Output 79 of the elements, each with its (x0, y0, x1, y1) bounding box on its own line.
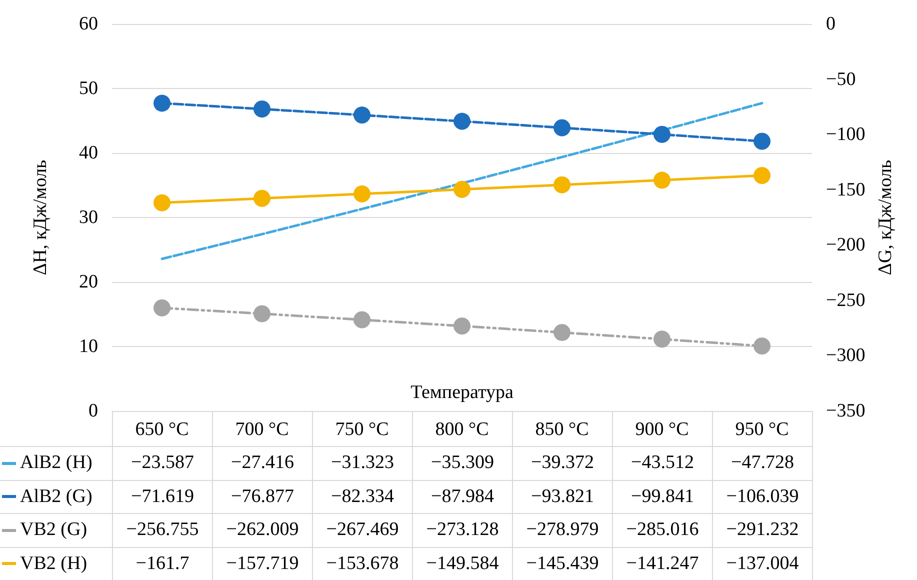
data-label: −35.309 (412, 446, 513, 480)
y-tick-label: 20 (79, 272, 98, 292)
data-label: −278.979 (512, 513, 613, 548)
data-label: −31.323 (312, 446, 413, 480)
data-label: −27.416 (212, 446, 313, 480)
point (154, 94, 170, 112)
point (254, 305, 270, 322)
point (154, 194, 170, 212)
data-label: −157.719 (212, 546, 313, 580)
x-tick-label: 650 °C (135, 419, 189, 440)
y-tick-label: 40 (79, 142, 98, 164)
data-label: −262.009 (212, 513, 313, 548)
y-axis-title: ΔH, кДж/моль (30, 159, 51, 276)
data-label: −161.7 (112, 546, 213, 580)
data-label: −43.512 (612, 446, 713, 480)
data-label: −82.334 (312, 480, 413, 514)
data-label: −39.372 (512, 446, 613, 480)
y-tick-label: 50 (79, 78, 98, 99)
point (154, 299, 170, 316)
data-label: −93.821 (512, 480, 613, 514)
y2-tick-label: −100 (826, 124, 866, 146)
y2-tick-label: −250 (826, 290, 866, 311)
x-tick-label: 950 °C (735, 419, 789, 440)
line-series (160, 102, 764, 260)
y-tick-label: 10 (79, 336, 98, 357)
y-tick-label: 60 (79, 14, 98, 34)
data-label: −47.728 (712, 446, 813, 480)
data-label: −76.877 (212, 480, 313, 514)
x-tick-label: 750 °C (335, 419, 389, 440)
y2-tick-label: −200 (826, 234, 866, 256)
data-label: −71.619 (112, 480, 213, 514)
legend-label: VB2 (H) (20, 552, 88, 575)
data-label: −256.755 (112, 513, 213, 548)
data-label: −99.841 (612, 480, 713, 514)
point (354, 185, 370, 202)
point (454, 318, 470, 334)
point (754, 132, 770, 150)
legend-label: VB2 (G) (20, 519, 88, 542)
y2-tick-label: −300 (826, 345, 866, 366)
data-label: −137.004 (712, 546, 813, 580)
point (354, 106, 370, 124)
x-axis-title: Температура (410, 382, 514, 403)
x-tick-label: 700 °C (235, 419, 289, 440)
legend-label: AlB2 (H) (20, 452, 92, 474)
data-label: −267.469 (312, 513, 413, 548)
x-tick-label: 900 °C (635, 419, 689, 440)
data-label: −273.128 (412, 513, 513, 548)
y-tick-label: 0 (88, 400, 98, 422)
data-label: −149.584 (412, 546, 513, 580)
y2-tick-label: 0 (826, 14, 836, 34)
x-tick-label: 800 °C (435, 419, 489, 440)
data-label: −23.587 (112, 446, 213, 480)
y2-tick-label: −150 (826, 179, 866, 200)
point (454, 180, 470, 198)
legend-label: AlB2 (G) (20, 486, 92, 508)
point (254, 190, 270, 207)
data-label: −87.984 (412, 480, 513, 514)
y-tick-label: 30 (79, 207, 98, 228)
point (754, 338, 770, 355)
data-label: −145.439 (512, 546, 613, 580)
point (554, 119, 570, 136)
y2-axis-title: ΔG, кДж/моль (875, 159, 896, 276)
point (654, 126, 670, 143)
point (254, 100, 270, 118)
point (754, 166, 770, 184)
point (654, 330, 670, 348)
point (454, 112, 470, 130)
point (554, 324, 570, 341)
x-tick-label: 850 °C (535, 419, 589, 440)
data-label: −285.016 (612, 513, 713, 548)
point (354, 311, 370, 328)
data-label: −141.247 (612, 546, 713, 580)
data-label: −153.678 (312, 546, 413, 580)
y2-tick-label: −50 (826, 68, 856, 90)
point (554, 176, 570, 194)
data-label: −291.232 (712, 513, 813, 548)
y2-tick-label: −350 (826, 400, 866, 422)
point (654, 172, 670, 189)
data-label: −106.039 (712, 480, 813, 514)
